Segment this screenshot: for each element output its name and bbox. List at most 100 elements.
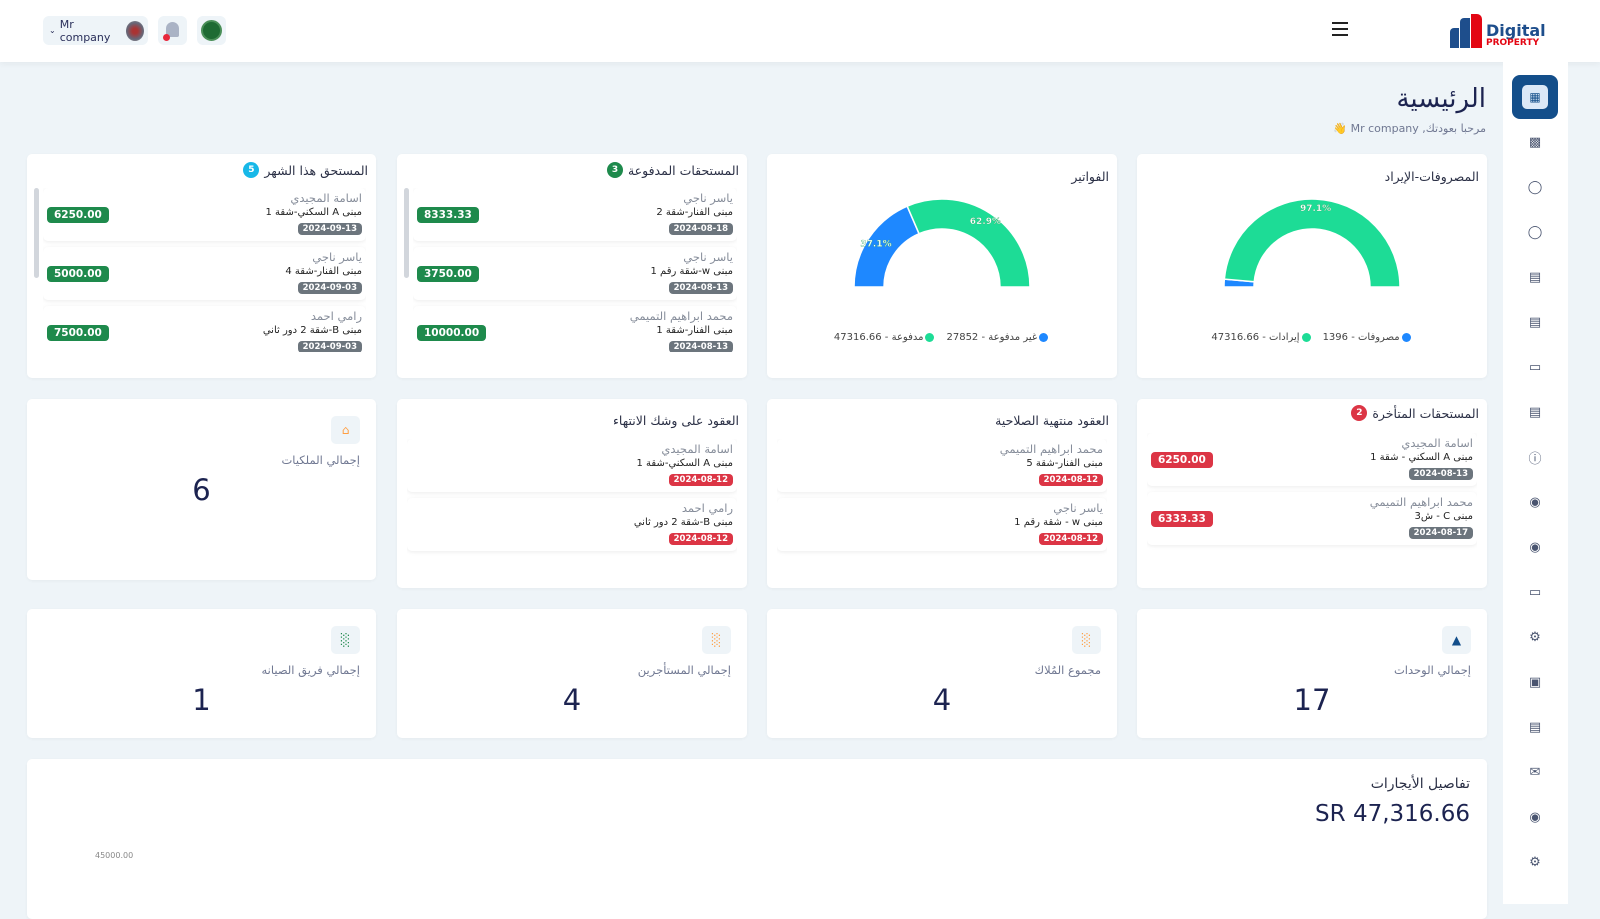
sidebar-item-6[interactable]: ▭ xyxy=(1512,345,1558,389)
properties-stat-card[interactable]: ⌂ إجمالي الملكيات 6 xyxy=(27,399,376,580)
bar-chart-icon: ░ xyxy=(1072,626,1101,654)
gauge-segment[interactable] xyxy=(906,198,1031,288)
building-icon: ▩ xyxy=(1528,134,1542,150)
list-item[interactable]: محمد ابراهيم التميمي مبنى C - ش3 2024-08-1… xyxy=(1147,492,1477,545)
sidebar-item-15[interactable]: ✉ xyxy=(1512,750,1558,794)
tenant-name: ياسر ناجي xyxy=(683,191,733,205)
sidebar-item-7[interactable]: ▤ xyxy=(1512,390,1558,434)
unit-name: مبنى C - ش3 xyxy=(1414,511,1473,522)
sidebar-item-5[interactable]: ▤ xyxy=(1512,300,1558,344)
user-circle-icon: ◉ xyxy=(1529,539,1541,555)
notification-dot xyxy=(163,34,170,41)
date-badge: 2024-08-13 xyxy=(1408,468,1473,480)
chevron-down-icon: ⌄ xyxy=(49,26,56,35)
mail-icon: ✉ xyxy=(1529,764,1541,780)
overdue-card: المستحقات المتأخرة 2 اسامة المجيدي مبنى A ا… xyxy=(1137,399,1487,588)
card-title: تفاصيل الأيجارات xyxy=(1370,776,1470,792)
building-icon: ▲ xyxy=(1442,626,1471,654)
list-icon: ▤ xyxy=(1528,404,1542,420)
count-badge: 5 xyxy=(243,162,260,178)
sidebar-item-8[interactable]: ⓘ xyxy=(1512,435,1558,479)
logo-text: Digital xyxy=(1486,21,1546,40)
sidebar-item-17[interactable]: ⚙ xyxy=(1512,840,1558,884)
list-item[interactable]: ياسر ناجي مبنى الفنار-شقة 2 2024-08-18 8333… xyxy=(413,188,737,241)
list-item[interactable]: اسامة المجيدي مبنى A السكني-شقة 1 2024-09-… xyxy=(43,188,366,241)
tenant-name: ياسر ناجي xyxy=(312,250,362,264)
user-name: Mr company xyxy=(59,17,111,44)
sidebar-item-14[interactable]: ▤ xyxy=(1512,705,1558,749)
owners-stat-card[interactable]: ░ مجموع المُلاك 4 xyxy=(767,609,1117,738)
gauge-segment[interactable] xyxy=(1223,198,1401,288)
list-item[interactable]: رامي احمد مبنى B-شقة 2 دور ثاني 2024-09-03… xyxy=(43,306,366,352)
sidebar-item-9[interactable]: ◉ xyxy=(1512,480,1558,524)
info-icon: ⓘ xyxy=(1528,451,1542,467)
legend-item[interactable]: مدفوعة - 47316.66 xyxy=(834,332,937,343)
rent-details-card: تفاصيل الأيجارات SR 47,316.66 45000.00 xyxy=(27,759,1487,919)
sidebar-item-11[interactable]: ▭ xyxy=(1512,570,1558,614)
stat-label: إجمالي فريق الصيانه xyxy=(261,663,360,677)
tenant-name: محمد ابراهيم التميمي xyxy=(999,442,1103,456)
card-title: الفواتير xyxy=(1071,169,1109,184)
count-badge: 3 xyxy=(606,162,623,178)
flag-icon xyxy=(201,20,222,41)
sidebar-item-16[interactable]: ◉ xyxy=(1512,795,1558,839)
units-stat-card[interactable]: ▲ إجمالي الوحدات 17 xyxy=(1137,609,1487,738)
list-item[interactable]: اسامة المجيدي مبنى A السكني-شقة 1 2024-08-… xyxy=(407,439,737,492)
sidebar-item-1[interactable]: ▩ xyxy=(1512,120,1558,164)
tenants-stat-card[interactable]: ░ إجمالي المستأجرين 4 xyxy=(397,609,747,738)
expired-contracts-card: العقود منتهية الصلاحية محمد ابراهيم التمي… xyxy=(767,399,1117,588)
list-item[interactable]: رامي احمد مبنى B-شقة 2 دور ثاني 2024-08-12 xyxy=(407,498,737,551)
date-badge: 2024-08-12 xyxy=(1038,474,1103,486)
list-item[interactable]: اسامة المجيدي مبنى A السكني - شقة 1 2024-0… xyxy=(1147,433,1477,486)
list-item[interactable]: محمد ابراهيم التميمي مبنى الفنار-شقة 5 202… xyxy=(777,439,1107,492)
sidebar-item-3[interactable]: ◯ xyxy=(1512,210,1558,254)
count-badge: 2 xyxy=(1351,405,1368,421)
legend-item[interactable]: مصروفات - 1396 xyxy=(1323,332,1413,343)
date-badge: 2024-08-12 xyxy=(668,474,733,486)
sidebar-item-10[interactable]: ◉ xyxy=(1512,525,1558,569)
user-menu-button[interactable]: ⌄ Mr company xyxy=(43,16,148,45)
stat-label: إجمالي الملكيات xyxy=(281,453,360,467)
wave-icon: 👋 xyxy=(1333,122,1348,135)
sidebar-item-4[interactable]: ▤ xyxy=(1512,255,1558,299)
invoices-card: الفواتير 37.1% 62.9% غير مدفوعة - 27852 مد… xyxy=(767,154,1117,378)
sidebar-item-12[interactable]: ⚙ xyxy=(1512,615,1558,659)
revenue-gauge: 97.1% xyxy=(1223,198,1401,288)
list-item[interactable]: ياسر ناجي مبنى الفنار-شقة 4 2024-09-03 5000… xyxy=(43,247,366,300)
bar-chart-icon: ░ xyxy=(702,626,731,654)
tenant-name: ياسر ناجي xyxy=(1053,501,1103,515)
date-badge: 2024-08-18 xyxy=(668,223,733,235)
sidebar-item-13[interactable]: ▣ xyxy=(1512,660,1558,704)
date-badge: 2024-08-17 xyxy=(1408,527,1473,539)
tenant-name: محمد ابراهيم التميمي xyxy=(629,309,733,323)
sidebar-item-0[interactable]: ▦ xyxy=(1512,75,1558,119)
list-item[interactable]: محمد ابراهيم التميمي مبنى الفنار-شقة 1 202… xyxy=(413,306,737,352)
legend-item[interactable]: غير مدفوعة - 27852 xyxy=(946,332,1050,343)
document-icon: ▤ xyxy=(1528,269,1542,285)
notifications-button[interactable] xyxy=(158,16,187,45)
sidebar-item-2[interactable]: ◯ xyxy=(1512,165,1558,209)
language-button[interactable] xyxy=(197,16,226,45)
gauge-label: 37.1% xyxy=(860,240,891,250)
legend-item[interactable]: إيرادات - 47316.66 xyxy=(1211,332,1312,343)
date-badge: 2024-09-13 xyxy=(297,223,362,235)
card-title: المستحقات المتأخرة 2 xyxy=(1351,405,1479,421)
amount-badge: 6333.33 xyxy=(1151,511,1213,527)
list-item[interactable]: ياسر ناجي مبنى w-شقة رقم 1 2024-08-13 3750.… xyxy=(413,247,737,300)
scrollbar[interactable] xyxy=(404,188,409,278)
list-item[interactable]: ياسر ناجي مبنى w - شقة رقم 1 2024-08-12 xyxy=(777,498,1107,551)
dashboard-icon: ▦ xyxy=(1522,85,1548,109)
stat-value: 17 xyxy=(1293,683,1331,717)
stat-label: إجمالي الوحدات xyxy=(1393,663,1471,677)
tenant-name: رامي احمد xyxy=(310,309,362,323)
stat-label: مجموع المُلاك xyxy=(1034,663,1101,677)
card-title: المصروفات-الإيراد xyxy=(1384,169,1479,184)
document-icon: ▤ xyxy=(1528,314,1542,330)
menu-toggle-icon[interactable] xyxy=(1332,22,1348,36)
scrollbar[interactable] xyxy=(34,188,39,278)
date-badge: 2024-09-03 xyxy=(297,282,362,294)
tenant-name: اسامة المجيدي xyxy=(661,442,733,456)
logo[interactable]: Digital PROPERTY xyxy=(1450,14,1546,48)
maintenance-stat-card[interactable]: ░ إجمالي فريق الصيانه 1 xyxy=(27,609,376,738)
revenue-legend: مصروفات - 1396 إيرادات - 47316.66 xyxy=(1137,332,1487,343)
